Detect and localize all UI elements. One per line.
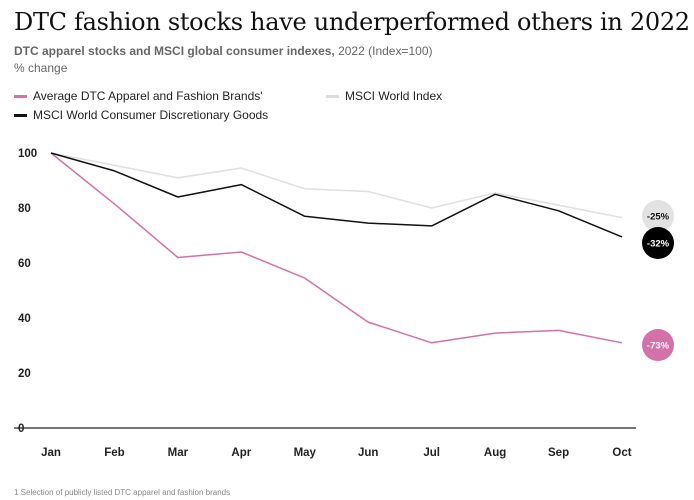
- footnote: 1 Selection of publicly listed DTC appar…: [14, 488, 231, 497]
- badge-msci-world-label: -25%: [647, 212, 670, 223]
- legend-swatch-msci-world: [326, 94, 339, 98]
- legend-item-dtc: Average DTC Apparel and Fashion Brands': [14, 89, 263, 103]
- badge-msci-discretionary-circle: [642, 227, 674, 259]
- legend-item-msci-world: MSCI World Index: [326, 89, 442, 103]
- legend-label-dtc: Average DTC Apparel and Fashion Brands': [33, 89, 263, 103]
- legend-swatch-dtc: [14, 94, 27, 98]
- x-tick-label: Feb: [104, 447, 124, 459]
- x-tick-label: Jan: [41, 447, 61, 459]
- y-tick-label: 20: [18, 368, 31, 380]
- subtitle-rest: 2022 (Index=100): [334, 44, 433, 58]
- badge-dtc-apparel-label: -73%: [647, 341, 670, 352]
- y-tick-label: 0: [18, 423, 24, 435]
- legend-label-msci-discretionary: MSCI World Consumer Discretionary Goods: [33, 108, 269, 122]
- x-tick-label: Jul: [423, 447, 440, 459]
- line-msci-world: [50, 152, 623, 219]
- x-tick-label: Mar: [168, 447, 189, 459]
- subtitle-bold: DTC apparel stocks and MSCI global consu…: [14, 44, 335, 58]
- legend-swatch-msci-discretionary: [14, 113, 27, 117]
- x-tick-label: Aug: [484, 447, 506, 459]
- line-dtc-apparel: [50, 152, 623, 344]
- x-tick-label: Apr: [231, 447, 251, 459]
- y-tick-label: 40: [18, 313, 31, 325]
- chart-subtitle: DTC apparel stocks and MSCI global consu…: [14, 44, 433, 58]
- x-tick-label: Sep: [548, 447, 569, 459]
- x-tick-label: May: [294, 447, 317, 459]
- unit-label: % change: [14, 61, 68, 75]
- chart-title: DTC fashion stocks have underperformed o…: [14, 8, 690, 36]
- y-tick-label: 100: [18, 148, 37, 160]
- badge-msci-discretionary-label: -32%: [647, 239, 670, 250]
- badge-dtc-apparel-circle: [642, 329, 674, 361]
- legend-label-msci-world: MSCI World Index: [345, 89, 443, 103]
- badge-msci-world-circle: [642, 200, 674, 232]
- x-tick-label: Oct: [612, 447, 631, 459]
- y-tick-label: 80: [18, 203, 31, 215]
- x-tick-label: Jun: [358, 447, 378, 459]
- line-msci-discretionary: [50, 152, 623, 238]
- legend-item-msci-discretionary: MSCI World Consumer Discretionary Goods: [14, 108, 268, 122]
- y-tick-label: 60: [18, 258, 31, 270]
